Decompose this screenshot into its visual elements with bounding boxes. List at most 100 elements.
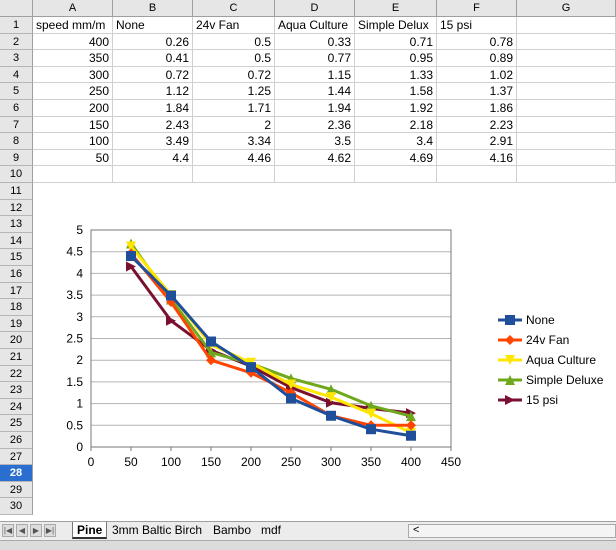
table-cell[interactable]: 300 <box>33 67 113 83</box>
table-cell[interactable]: 3.5 <box>275 133 355 150</box>
column-header-e[interactable]: E <box>355 0 437 17</box>
table-cell[interactable]: 250 <box>33 83 113 100</box>
table-cell[interactable]: 3.49 <box>113 133 193 150</box>
table-cell[interactable]: 0.89 <box>437 50 517 67</box>
tab-3mm-baltic-birch[interactable]: 3mm Baltic Birch <box>112 523 203 537</box>
row-header[interactable]: 25 <box>0 415 33 432</box>
table-cell[interactable]: 4.46 <box>193 150 275 166</box>
table-cell[interactable] <box>517 83 616 100</box>
table-cell[interactable]: None <box>113 17 193 34</box>
table-cell[interactable]: 1.71 <box>193 100 275 117</box>
table-cell[interactable]: speed mm/m <box>33 17 113 34</box>
row-header[interactable]: 17 <box>0 283 33 299</box>
table-cell[interactable] <box>355 166 437 183</box>
table-cell[interactable]: 2.43 <box>113 117 193 133</box>
table-cell[interactable]: 0.95 <box>355 50 437 67</box>
table-cell[interactable]: 2.18 <box>355 117 437 133</box>
table-cell[interactable]: 4.69 <box>355 150 437 166</box>
last-sheet-button[interactable]: ▶| <box>44 524 56 537</box>
row-header[interactable]: 26 <box>0 432 33 449</box>
table-cell[interactable]: 1.12 <box>113 83 193 100</box>
row-header[interactable]: 4 <box>0 67 33 83</box>
select-all-corner[interactable] <box>0 0 33 17</box>
table-cell[interactable]: 200 <box>33 100 113 117</box>
table-cell[interactable]: 3.34 <box>193 133 275 150</box>
prev-sheet-button[interactable]: ◀ <box>16 524 28 537</box>
row-header[interactable]: 30 <box>0 498 33 515</box>
scroll-left-arrow-icon[interactable]: < <box>413 524 420 536</box>
table-cell[interactable]: 0.78 <box>437 34 517 50</box>
row-header[interactable]: 24 <box>0 399 33 415</box>
row-header[interactable]: 14 <box>0 233 33 249</box>
table-cell[interactable]: 1.02 <box>437 67 517 83</box>
table-cell[interactable]: 2.91 <box>437 133 517 150</box>
row-header[interactable]: 9 <box>0 150 33 166</box>
table-cell[interactable] <box>275 166 355 183</box>
table-cell[interactable] <box>517 34 616 50</box>
table-cell[interactable]: 0.72 <box>113 67 193 83</box>
table-cell[interactable] <box>517 133 616 150</box>
table-cell[interactable]: 1.44 <box>275 83 355 100</box>
table-cell[interactable] <box>517 166 616 183</box>
table-cell[interactable]: 150 <box>33 117 113 133</box>
horizontal-scrollbar[interactable]: < <box>408 524 616 538</box>
table-cell[interactable]: 1.33 <box>355 67 437 83</box>
table-cell[interactable] <box>517 67 616 83</box>
column-header-f[interactable]: F <box>437 0 517 17</box>
row-header[interactable]: 21 <box>0 349 33 366</box>
table-cell[interactable]: 0.5 <box>193 50 275 67</box>
table-cell[interactable]: 1.25 <box>193 83 275 100</box>
row-header[interactable]: 20 <box>0 332 33 349</box>
row-header[interactable]: 13 <box>0 216 33 233</box>
row-header[interactable]: 15 <box>0 249 33 266</box>
table-cell[interactable]: 3.4 <box>355 133 437 150</box>
table-cell[interactable] <box>113 166 193 183</box>
column-header-g[interactable]: G <box>517 0 616 17</box>
table-cell[interactable]: 350 <box>33 50 113 67</box>
row-header[interactable]: 22 <box>0 366 33 382</box>
table-cell[interactable]: Simple Delux <box>355 17 437 34</box>
table-cell[interactable]: 0.33 <box>275 34 355 50</box>
table-cell[interactable]: 24v Fan <box>193 17 275 34</box>
table-cell[interactable]: 50 <box>33 150 113 166</box>
row-header[interactable]: 7 <box>0 117 33 133</box>
row-header[interactable]: 5 <box>0 83 33 100</box>
tab-mdf[interactable]: mdf <box>261 523 282 537</box>
table-cell[interactable]: 400 <box>33 34 113 50</box>
table-cell[interactable]: 1.94 <box>275 100 355 117</box>
table-cell[interactable]: 4.62 <box>275 150 355 166</box>
table-cell[interactable]: 1.37 <box>437 83 517 100</box>
row-header[interactable]: 29 <box>0 482 33 498</box>
table-cell[interactable] <box>517 117 616 133</box>
column-header-a[interactable]: A <box>33 0 113 17</box>
row-header[interactable]: 6 <box>0 100 33 117</box>
table-cell[interactable] <box>517 150 616 166</box>
table-cell[interactable]: 0.41 <box>113 50 193 67</box>
row-header[interactable]: 16 <box>0 266 33 283</box>
table-cell[interactable] <box>193 166 275 183</box>
table-cell[interactable] <box>517 17 616 34</box>
row-header[interactable]: 23 <box>0 382 33 399</box>
table-cell[interactable]: 1.15 <box>275 67 355 83</box>
row-header[interactable]: 27 <box>0 449 33 465</box>
row-header[interactable]: 11 <box>0 183 33 200</box>
table-cell[interactable]: 0.72 <box>193 67 275 83</box>
column-header-d[interactable]: D <box>275 0 355 17</box>
table-cell[interactable]: 15 psi <box>437 17 517 34</box>
table-cell[interactable]: 4.16 <box>437 150 517 166</box>
table-cell[interactable]: 0.77 <box>275 50 355 67</box>
table-cell[interactable]: 1.86 <box>437 100 517 117</box>
table-cell[interactable]: 1.58 <box>355 83 437 100</box>
table-cell[interactable]: 1.92 <box>355 100 437 117</box>
row-header[interactable]: 2 <box>0 34 33 50</box>
table-cell[interactable] <box>517 100 616 117</box>
table-cell[interactable]: 2 <box>193 117 275 133</box>
table-cell[interactable] <box>33 166 113 183</box>
tab-pine[interactable]: Pine <box>72 522 108 539</box>
table-cell[interactable]: 0.26 <box>113 34 193 50</box>
row-header[interactable]: 19 <box>0 316 33 332</box>
table-cell[interactable]: 4.4 <box>113 150 193 166</box>
row-header[interactable]: 8 <box>0 133 33 150</box>
line-chart[interactable]: 00.511.522.533.544.550 50 100 150 200 250 300 3… <box>33 187 616 521</box>
row-header[interactable]: 3 <box>0 50 33 67</box>
